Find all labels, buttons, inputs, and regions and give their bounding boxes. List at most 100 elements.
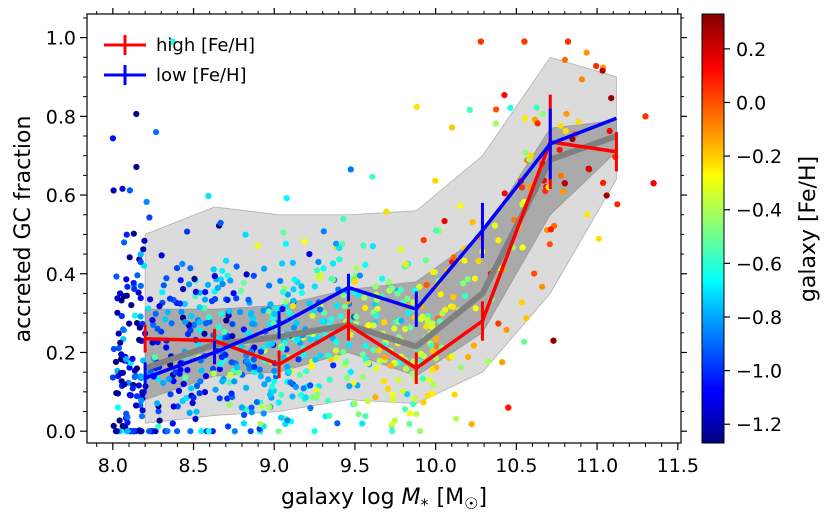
y-axis-title: accreted GC fraction [11,116,36,343]
scatter-point [325,352,332,359]
scatter-point [130,230,137,237]
scatter-point [333,302,341,309]
scatter-point [153,129,160,136]
scatter-point [428,320,436,327]
x-tick-label: 10.0 [414,455,456,477]
scatter-point [145,305,152,312]
scatter-point [119,422,126,430]
scatter-point [228,359,235,366]
scatter-point [196,390,203,397]
scatter-point [451,391,458,398]
scatter-point [291,276,298,283]
scatter-point [417,428,424,435]
x-tick-label: 8.5 [178,455,208,477]
scatter-point [361,294,368,301]
scatter-point [292,383,299,390]
scatter-point [419,375,426,382]
scatter-point [126,254,133,261]
scatter-point [522,115,529,122]
scatter-point [115,345,122,352]
scatter-point [221,328,228,335]
scatter-point [289,302,296,310]
scatter-point [365,360,372,367]
scatter-point [196,319,203,326]
scatter-point [245,329,252,337]
scatter-point [359,373,366,380]
x-axis-title-main: galaxy log [281,485,402,510]
scatter-point [301,238,308,245]
scatter-point [546,241,553,248]
scatter-point [138,397,145,404]
scatter-point [123,356,130,363]
low-feh-line [144,116,618,380]
scatter-point [356,272,363,279]
scatter-point [205,192,212,200]
scatter-point [133,393,140,400]
scatter-point [164,428,171,435]
scatter-point [428,342,435,349]
scatter-point [180,286,187,293]
scatter-point [133,163,140,171]
scatter-point [227,277,234,284]
scatter-point [110,187,117,194]
scatter-point [109,374,116,381]
scatter-point [491,222,498,229]
scatter-point [492,120,499,127]
scatter-point [600,179,607,186]
scatter-point [201,389,208,396]
scatter-point [110,422,117,429]
scatter-point [450,254,457,261]
scatter-point [204,281,212,288]
scatter-point [182,319,189,326]
scatter-point [136,336,143,343]
scatter-point [169,38,176,45]
y-tick-label: 0.0 [46,421,76,443]
scatter-point [539,283,546,290]
scatter-point [137,251,144,258]
scatter-point [279,345,286,352]
scatter-point [346,383,353,390]
colorbar-tick-label: −1.2 [736,414,782,436]
scatter-point [151,354,159,361]
scatter-point [121,381,128,388]
scatter-point [370,346,377,353]
scatter-point [124,428,131,435]
scatter-point [430,268,437,275]
scatter-point [205,428,212,435]
scatter-point [407,410,414,417]
scatter-point [159,289,166,296]
scatter-point [137,258,144,266]
scatter-point [313,394,320,401]
scatter-point [231,428,238,435]
scatter-point [399,388,406,395]
scatter-point [461,257,468,264]
scatter-point [181,300,188,308]
scatter-point [155,408,162,415]
scatter-point [166,295,174,302]
scatter-point [387,362,394,369]
scatter-point [398,317,405,324]
scatter-point [557,172,564,179]
scatter-point [123,292,130,299]
scatter-point [389,428,396,435]
scatter-point [519,244,526,251]
y-tick-label: 0.8 [46,106,76,128]
scatter-point [267,301,274,308]
scatter-point [518,299,526,306]
scatter-point [439,310,446,317]
scatter-point [308,363,315,370]
scatter-point [132,373,139,380]
scatter-point [243,384,250,391]
scatter-point [113,273,120,280]
scatter-point [226,379,233,386]
scatter-point [306,300,313,307]
scatter-point [309,312,316,319]
scatter-point [380,378,388,385]
scatter-point [211,296,219,303]
scatter-point [214,284,221,291]
scatter-point [169,420,176,427]
y-tick-label: 0.2 [46,342,76,364]
scatter-point [283,195,290,202]
scatter-point [164,309,171,316]
scatter-point [453,415,460,422]
